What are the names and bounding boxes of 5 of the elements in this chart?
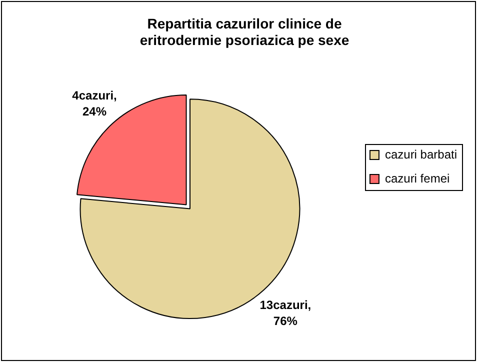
data-label: 13cazuri, 76% [260,298,312,328]
legend-label: cazuri barbati [384,147,458,162]
data-label: 4cazuri, 24% [72,88,117,118]
legend-label: cazuri femei [384,171,450,186]
chart-title: Repartitia cazurilor clinice de eritrodermie psoriazica pe sexe [140,15,350,48]
